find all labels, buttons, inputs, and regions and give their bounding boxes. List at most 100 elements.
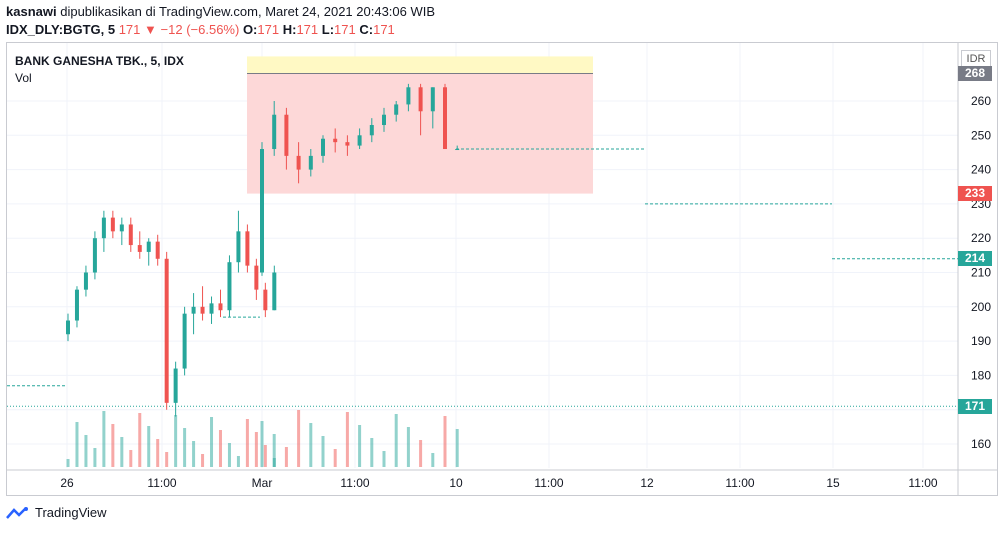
candle-body	[155, 241, 160, 259]
volume-bar	[111, 424, 115, 467]
volume-legend: Vol	[15, 71, 32, 85]
volume-bar	[419, 440, 423, 467]
volume-bar	[218, 430, 222, 467]
candle-body	[369, 125, 374, 136]
candle-body	[128, 224, 133, 246]
candle-body	[83, 272, 88, 290]
low-value: 171	[334, 22, 356, 37]
candle-body	[146, 241, 151, 252]
y-tick-label: 160	[971, 437, 991, 451]
candle-body	[406, 87, 411, 105]
candle-body	[236, 231, 241, 263]
symbol-label: IDX_DLY:BGTG, 5	[6, 22, 116, 37]
open-value: 171	[257, 22, 280, 37]
candle-body	[284, 114, 289, 156]
chart-frame	[6, 42, 998, 496]
volume-bar	[75, 422, 79, 467]
candle-body	[137, 245, 142, 252]
candle-body	[455, 149, 460, 151]
volume-bar	[345, 412, 349, 467]
volume-bar	[147, 426, 151, 467]
volume-bar	[183, 428, 187, 467]
y-tick-label: 190	[971, 334, 991, 348]
candle-body	[92, 238, 97, 273]
y-tick-label: 210	[971, 266, 991, 280]
volume-bar	[227, 443, 231, 467]
candle-body	[66, 320, 70, 335]
volume-bar	[431, 453, 435, 467]
volume-bar	[129, 450, 133, 467]
low-label: L:	[321, 22, 335, 37]
candle-body	[272, 272, 277, 311]
y-tick-label: 260	[971, 94, 991, 108]
open-label: O:	[242, 22, 258, 37]
candle-body	[119, 224, 124, 232]
candle-body	[218, 303, 223, 311]
volume-bar	[201, 454, 205, 467]
y-tick-label: 250	[971, 128, 991, 142]
candle-body	[345, 142, 350, 146]
last-price: 171	[118, 22, 141, 37]
candle-body	[418, 87, 423, 112]
down-arrow-icon: ▼	[144, 22, 157, 37]
x-tick-label: 12	[640, 476, 654, 490]
volume-bar	[284, 447, 288, 467]
zone-target	[247, 56, 593, 74]
candle-body	[254, 265, 259, 290]
x-tick-label: 11:00	[340, 476, 369, 490]
volume-bar	[210, 417, 214, 467]
volume-bar	[370, 438, 374, 467]
volume-bar	[272, 434, 276, 467]
publisher-name: kasnawi	[6, 4, 57, 19]
candle-body	[394, 104, 399, 115]
candle-body	[260, 149, 264, 273]
price-tag-214: 214	[958, 251, 992, 266]
candle-body	[382, 114, 386, 126]
volume-bar	[254, 432, 258, 467]
candle-body	[321, 138, 325, 156]
x-tick-label: 10	[449, 476, 463, 490]
candle-body	[308, 155, 313, 170]
candle-body	[357, 135, 362, 146]
volume-bar	[156, 439, 160, 467]
y-tick-label: 220	[971, 231, 991, 245]
tradingview-footer[interactable]: TradingView	[6, 505, 107, 520]
x-tick-label: Mar	[252, 476, 273, 490]
candle-body	[200, 306, 205, 314]
brand-name: TradingView	[35, 505, 107, 520]
volume-bar	[297, 410, 301, 467]
volume-bar	[174, 415, 178, 467]
x-tick-label: 26	[60, 476, 74, 490]
candle-body	[272, 114, 277, 150]
candle-body	[333, 138, 338, 143]
volume-bar	[236, 456, 240, 467]
volume-bar	[443, 416, 447, 467]
volume-bar	[333, 449, 337, 467]
volume-bar	[455, 429, 459, 467]
volume-bar	[245, 419, 249, 467]
volume-bar	[382, 451, 386, 467]
volume-bar	[120, 437, 124, 467]
price-tag-268: 268	[958, 66, 992, 81]
currency-label[interactable]: IDR	[961, 50, 991, 67]
candle-body	[443, 87, 447, 150]
volume-bar	[84, 435, 88, 467]
high-label: H:	[282, 22, 297, 37]
candle-body	[173, 368, 178, 403]
candle-body	[191, 306, 196, 314]
candle-body	[263, 289, 268, 311]
volume-bar	[406, 427, 410, 467]
close-label: C:	[359, 22, 374, 37]
volume-bar	[263, 445, 267, 467]
candle-body	[430, 87, 435, 112]
volume-bar	[165, 452, 169, 467]
symbol-info: IDX_DLY:BGTG, 5 171 ▼ −12 (−6.56%) O:171…	[6, 22, 395, 37]
tradingview-logo-icon	[6, 506, 28, 519]
candle-body	[209, 303, 214, 314]
price-tag-171: 171	[958, 399, 992, 414]
candle-body	[296, 155, 301, 170]
candle-body	[74, 289, 79, 321]
volume-bar	[394, 414, 398, 467]
publish-text: dipublikasikan di TradingView.com, Maret…	[60, 4, 436, 19]
